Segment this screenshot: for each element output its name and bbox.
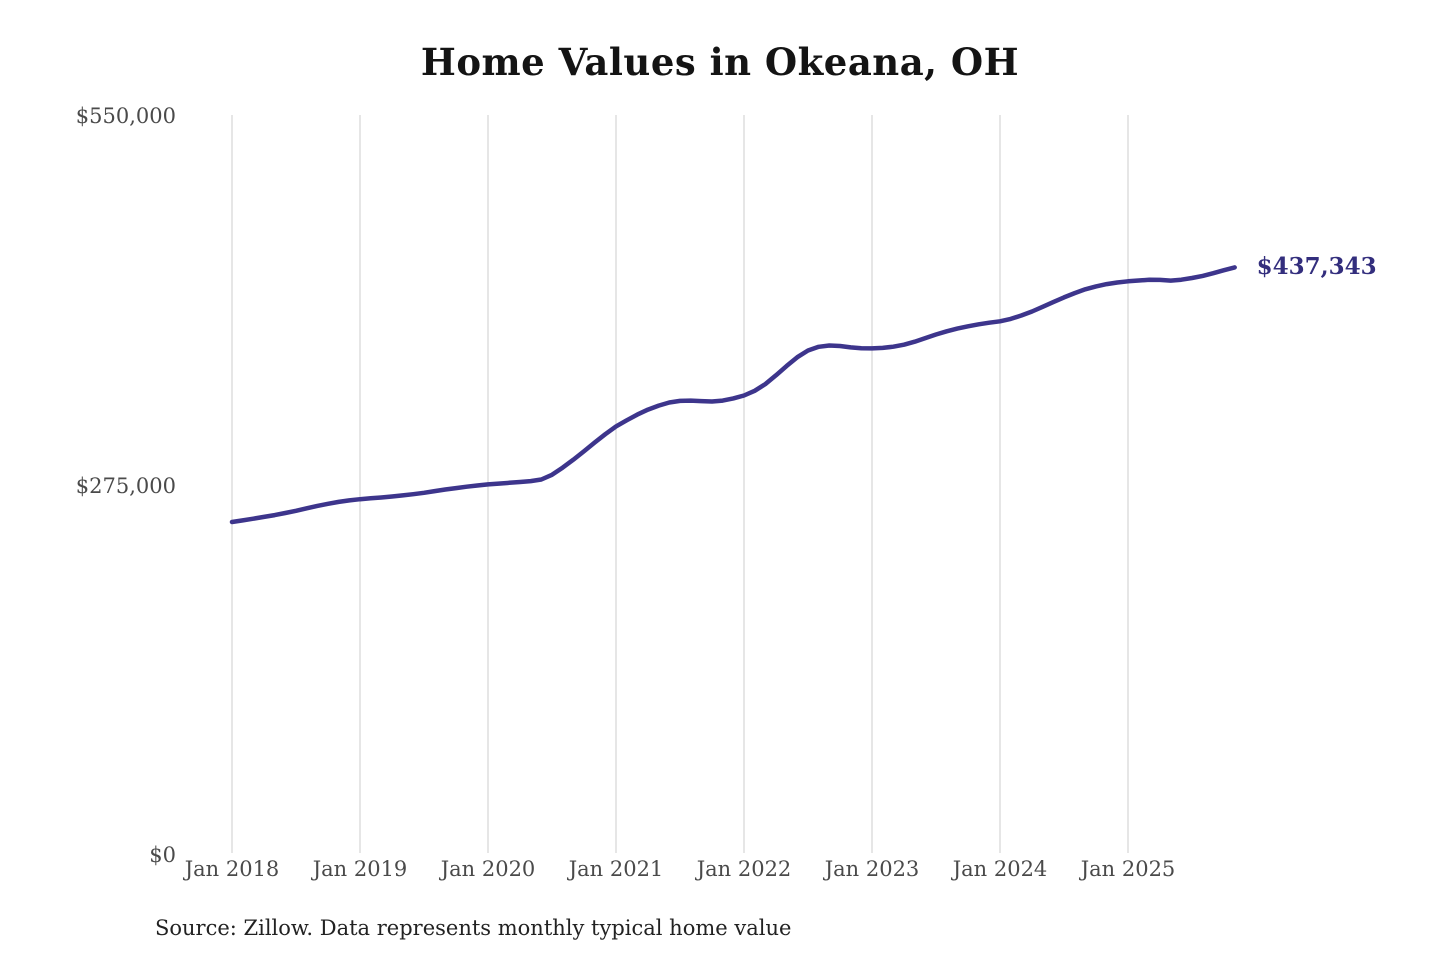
x-tick-label: Jan 2024	[952, 857, 1048, 881]
x-tick-label: Jan 2025	[1080, 857, 1176, 881]
x-tick-label: Jan 2023	[824, 857, 920, 881]
y-tick-label: $275,000	[75, 473, 176, 498]
home-value-line	[229, 265, 1237, 525]
x-tick-label: Jan 2020	[440, 857, 536, 881]
x-tick-label: Jan 2019	[312, 857, 408, 881]
chart-title: Home Values in Okeana, OH	[420, 40, 1020, 84]
source-note: Source: Zillow. Data represents monthly …	[155, 916, 792, 940]
x-tick-label: Jan 2021	[568, 857, 664, 881]
y-tick-label: $0	[149, 843, 176, 867]
x-tick-label: Jan 2022	[696, 857, 792, 881]
x-tick-label: Jan 2018	[184, 857, 280, 881]
y-tick-label: $550,000	[75, 104, 176, 128]
latest-value-label: $437,343	[1256, 253, 1377, 281]
